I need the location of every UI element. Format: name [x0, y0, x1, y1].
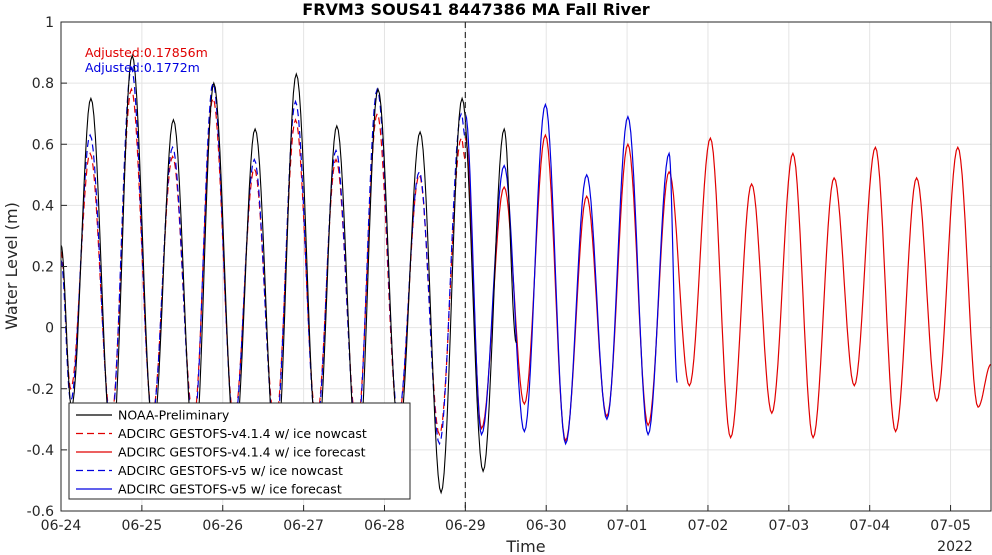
legend-label: ADCIRC GESTOFS-v4.1.4 w/ ice nowcast — [118, 426, 367, 441]
x-axis-label: Time — [505, 537, 545, 555]
annotation-v414-adjusted: Adjusted:0.17856m — [85, 45, 208, 60]
legend-label: ADCIRC GESTOFS-v5 w/ ice nowcast — [118, 463, 343, 478]
chart-title: FRVM3 SOUS41 8447386 MA Fall River — [302, 0, 650, 19]
y-tick-label: 0.2 — [32, 260, 54, 276]
y-axis-label: Water Level (m) — [2, 202, 21, 330]
x-tick-label: 06-26 — [202, 518, 243, 534]
y-tick-label: 0 — [45, 321, 54, 337]
annotation-v5-adjusted: Adjusted:0.1772m — [85, 60, 200, 75]
legend-box — [68, 402, 411, 500]
x-tick-label: 06-27 — [283, 518, 324, 534]
x-tick-label: 06-28 — [364, 518, 405, 534]
x-axis-year-label: 2022 — [937, 539, 973, 555]
x-tick-label: 07-01 — [607, 518, 648, 534]
x-tick-label: 07-03 — [768, 518, 809, 534]
x-tick-label: 06-24 — [41, 518, 82, 534]
series-layer — [60, 53, 992, 495]
y-tick-label: -0.4 — [27, 443, 54, 459]
x-tick-label: 06-25 — [122, 518, 163, 534]
legend-label: ADCIRC GESTOFS-v4.1.4 w/ ice forecast — [118, 445, 366, 460]
x-tick-label: 06-29 — [445, 518, 486, 534]
y-tick-label: 0.6 — [32, 137, 54, 153]
series-line-4 — [464, 102, 678, 446]
x-axis-ticks: 06-24 06-25 06-26 06-27 06-28 06-29 06-30 07-01… — [41, 505, 971, 534]
y-tick-label: 0.8 — [32, 76, 54, 92]
x-tick-label: 07-05 — [930, 518, 971, 534]
legend: NOAA-Preliminary ADCIRC GESTOFS-v4.1.4 w/… — [68, 402, 411, 500]
legend-label: NOAA-Preliminary — [118, 408, 230, 423]
y-axis-ticks: -0.6 -0.4 -0.2 0 0.2 0.4 0.6 0.8 1 — [27, 15, 67, 520]
y-tick-label: 1 — [45, 15, 54, 31]
grid — [60, 21, 991, 512]
legend-label: ADCIRC GESTOFS-v5 w/ ice forecast — [118, 482, 342, 497]
x-tick-label: 07-02 — [688, 518, 729, 534]
y-tick-label: -0.2 — [27, 382, 54, 398]
series-line-0 — [60, 53, 517, 495]
y-tick-label: -0.6 — [27, 504, 54, 520]
y-tick-label: 0.4 — [32, 198, 54, 214]
x-tick-label: 07-04 — [849, 518, 890, 534]
x-tick-label: 06-30 — [526, 518, 567, 534]
series-line-2 — [464, 133, 992, 443]
